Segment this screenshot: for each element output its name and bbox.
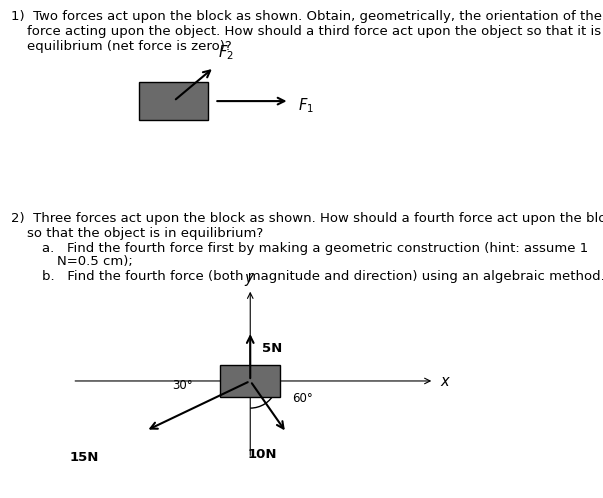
Text: $F_1$: $F_1$ xyxy=(298,97,314,116)
Text: so that the object is in equilibrium?: so that the object is in equilibrium? xyxy=(27,227,264,240)
Text: a.   Find the fourth force first by making a geometric construction (hint: assum: a. Find the fourth force first by making… xyxy=(42,242,589,254)
Text: 10N: 10N xyxy=(248,448,277,461)
Text: 15N: 15N xyxy=(69,451,99,464)
Text: 2)  Three forces act upon the block as shown. How should a fourth force act upon: 2) Three forces act upon the block as sh… xyxy=(11,212,603,225)
Text: 30°: 30° xyxy=(172,379,193,392)
Text: y: y xyxy=(244,271,253,286)
Text: equilibrium (net force is zero)?: equilibrium (net force is zero)? xyxy=(27,40,232,53)
Text: $F_2$: $F_2$ xyxy=(218,43,234,62)
Text: 5N: 5N xyxy=(262,342,283,355)
Bar xyxy=(220,365,280,397)
Text: N=0.5 cm);: N=0.5 cm); xyxy=(57,255,133,268)
Text: 60°: 60° xyxy=(292,392,313,405)
Text: force acting upon the object. How should a third force act upon the object so th: force acting upon the object. How should… xyxy=(27,25,603,38)
Bar xyxy=(139,82,208,120)
Text: x: x xyxy=(440,374,449,389)
Text: b.   Find the fourth force (both magnitude and direction) using an algebraic met: b. Find the fourth force (both magnitude… xyxy=(42,270,603,283)
Text: 1)  Two forces act upon the block as shown. Obtain, geometrically, the orientati: 1) Two forces act upon the block as show… xyxy=(11,10,603,23)
